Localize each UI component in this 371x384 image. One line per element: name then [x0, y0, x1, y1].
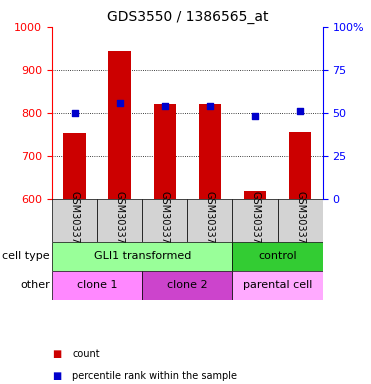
Text: cell type: cell type [2, 252, 50, 262]
Bar [108, 51, 131, 199]
Bar [97, 199, 142, 242]
Bar [233, 199, 278, 242]
Point [252, 113, 258, 119]
Point [72, 110, 78, 116]
Title: GDS3550 / 1386565_at: GDS3550 / 1386565_at [106, 10, 268, 25]
Bar [233, 271, 323, 300]
Text: clone 2: clone 2 [167, 280, 208, 290]
Bar [233, 242, 323, 271]
Text: GSM303373: GSM303373 [160, 191, 170, 250]
Text: clone 1: clone 1 [77, 280, 117, 290]
Bar [154, 104, 176, 199]
Bar [278, 199, 323, 242]
Bar [187, 199, 233, 242]
Text: GSM303372: GSM303372 [115, 191, 125, 250]
Bar [63, 133, 86, 199]
Point [207, 103, 213, 109]
Text: count: count [72, 349, 100, 359]
Text: GSM303375: GSM303375 [250, 191, 260, 250]
Text: ■: ■ [52, 349, 61, 359]
Text: GSM303371: GSM303371 [69, 191, 79, 250]
Bar [142, 199, 187, 242]
Point [117, 99, 123, 106]
Text: control: control [258, 252, 297, 262]
Bar [289, 132, 312, 199]
Text: ■: ■ [52, 371, 61, 381]
Bar [52, 242, 233, 271]
Text: parental cell: parental cell [243, 280, 312, 290]
Point [162, 103, 168, 109]
Text: percentile rank within the sample: percentile rank within the sample [72, 371, 237, 381]
Text: GSM303376: GSM303376 [295, 191, 305, 250]
Bar [52, 199, 97, 242]
Text: other: other [20, 280, 50, 290]
Bar [142, 271, 233, 300]
Bar [52, 271, 142, 300]
Bar [244, 191, 266, 199]
Point [297, 108, 303, 114]
Text: GLI1 transformed: GLI1 transformed [93, 252, 191, 262]
Bar [198, 104, 221, 199]
Text: GSM303374: GSM303374 [205, 191, 215, 250]
